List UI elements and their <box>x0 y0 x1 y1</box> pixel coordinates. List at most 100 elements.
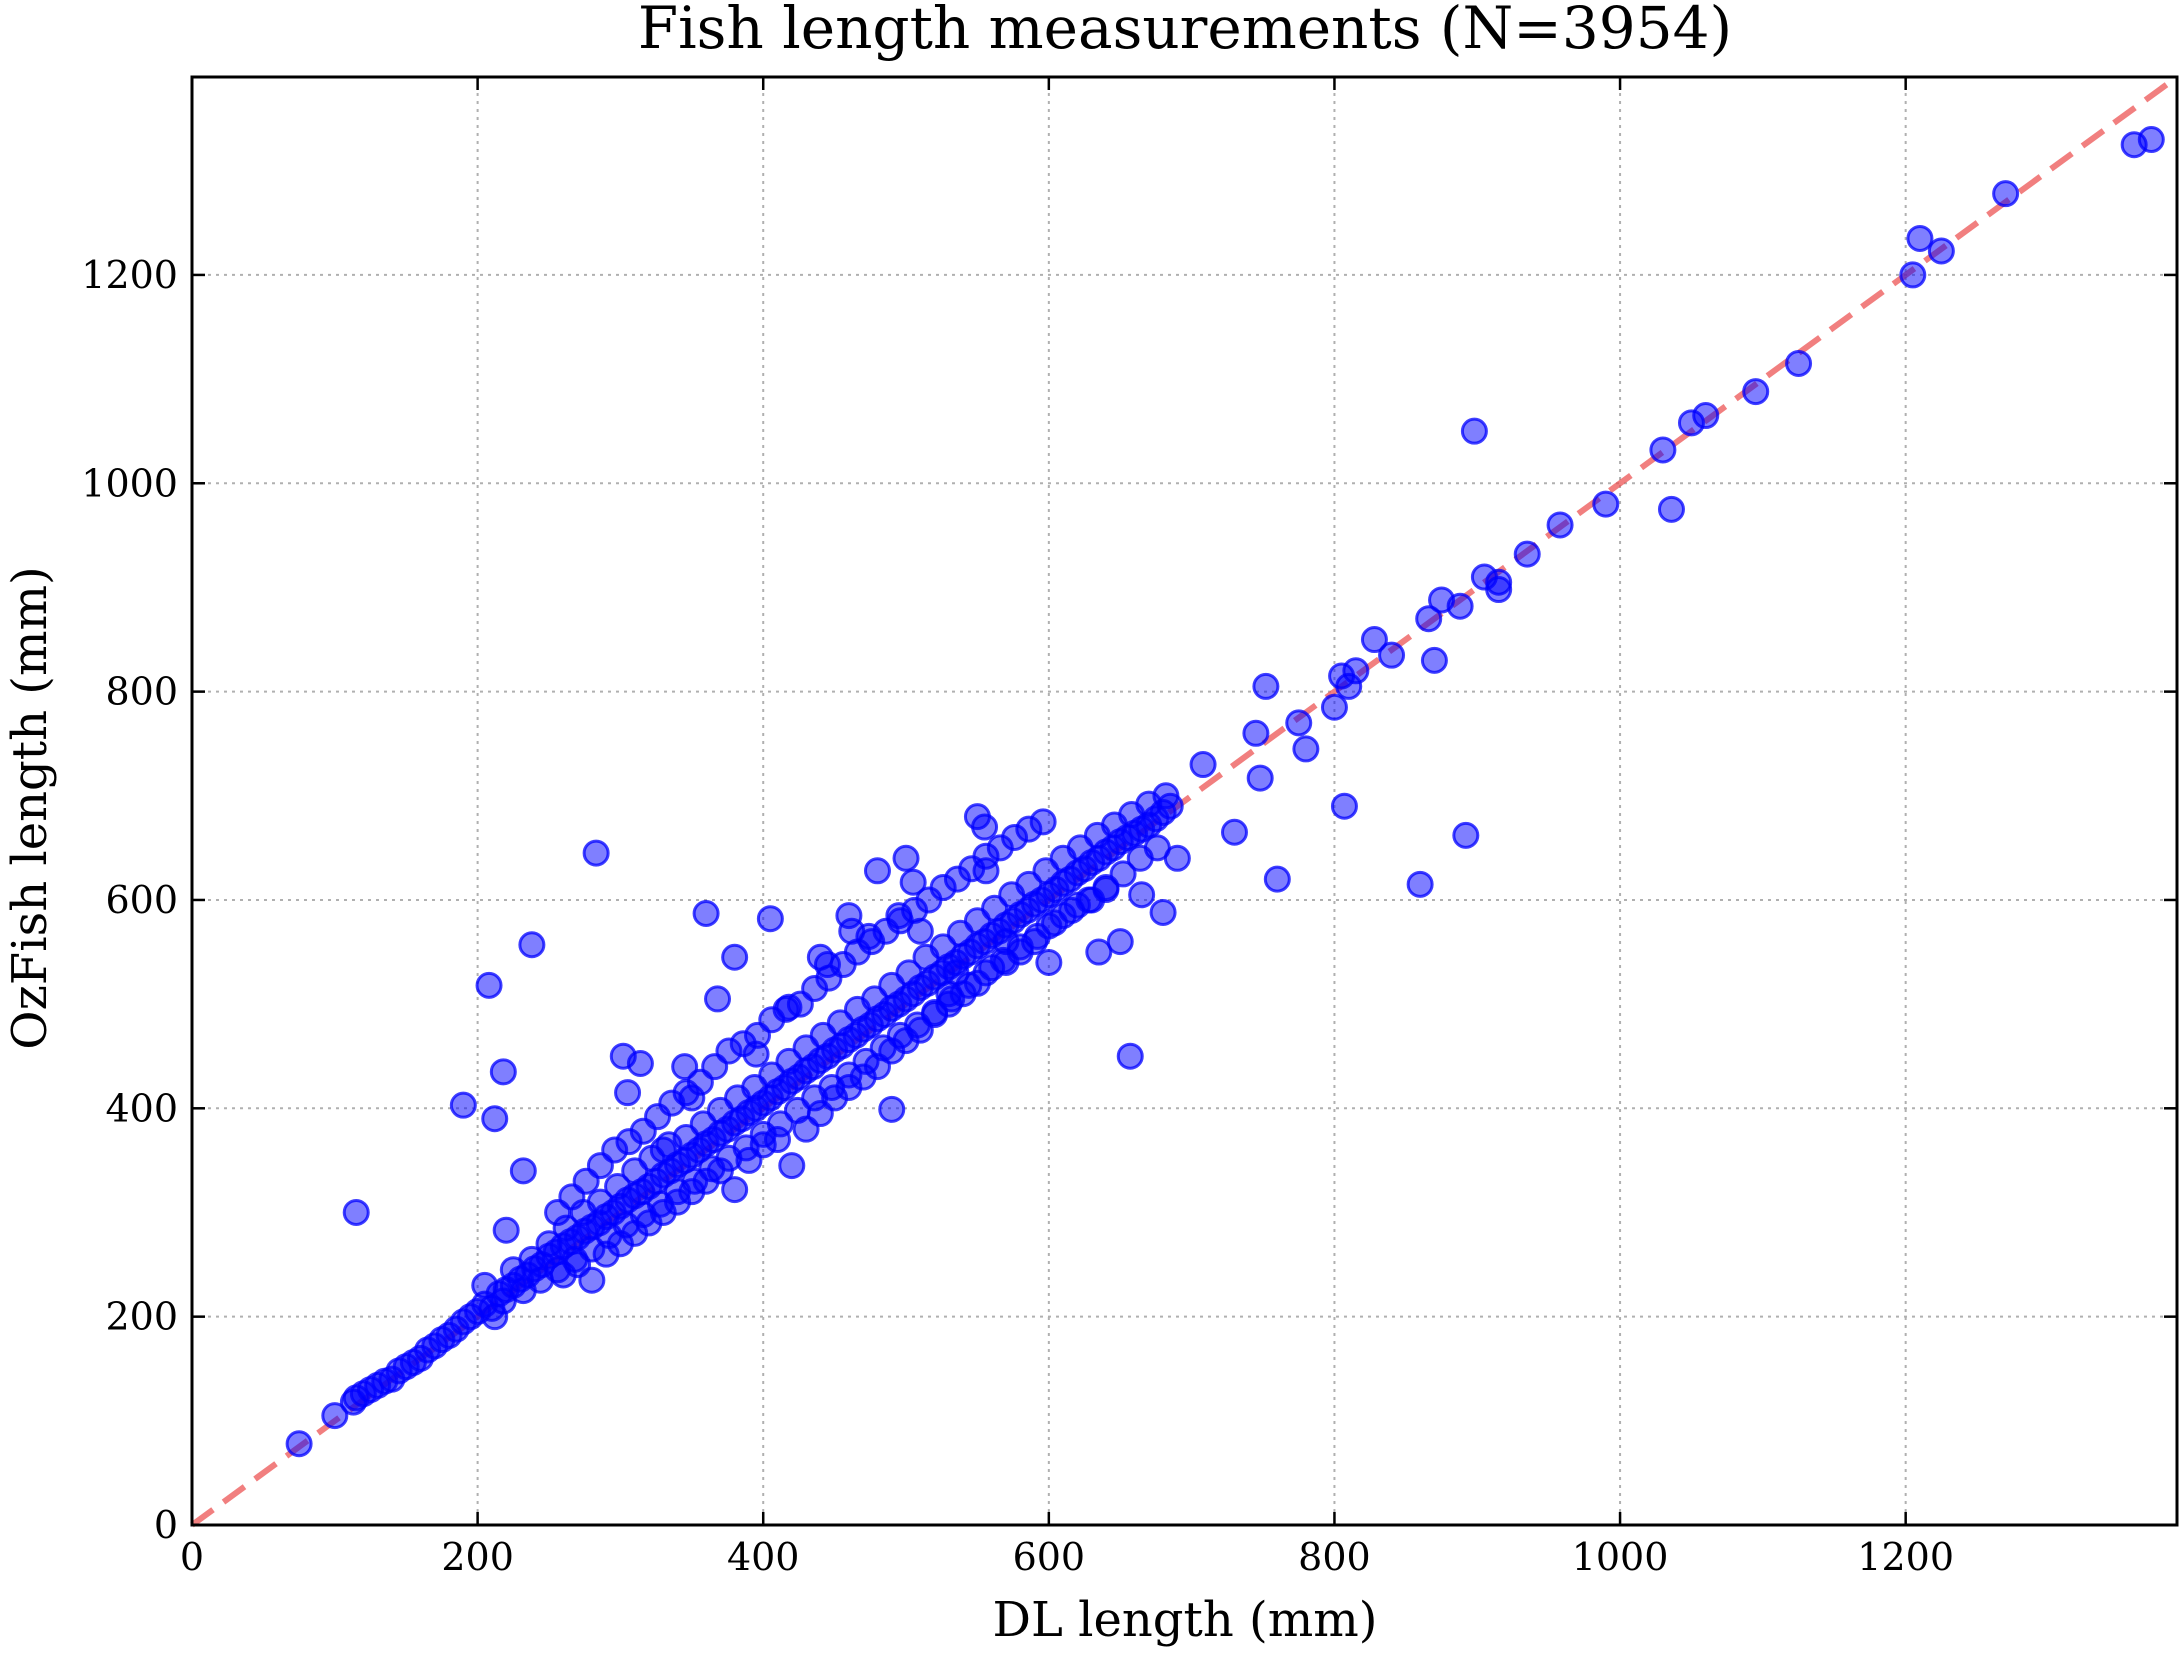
y-tick-label: 200 <box>105 1295 178 1339</box>
data-point <box>1899 261 1927 289</box>
data-point <box>649 1136 677 1164</box>
grid-lines <box>192 77 2177 1525</box>
data-point <box>1285 709 1313 737</box>
y-tick-label: 1200 <box>81 253 178 297</box>
x-tick-label: 1200 <box>1857 1535 1954 1579</box>
data-point <box>321 1402 349 1430</box>
data-points <box>285 126 2165 1458</box>
data-point <box>1927 237 1955 265</box>
data-point <box>1415 605 1443 633</box>
x-tick-label: 200 <box>441 1535 514 1579</box>
data-point <box>1109 860 1137 888</box>
plot-frame <box>190 75 2179 1527</box>
data-point <box>1330 792 1358 820</box>
data-point <box>518 931 546 959</box>
data-point <box>1220 818 1248 846</box>
data-point <box>1152 782 1180 810</box>
data-point <box>885 902 913 930</box>
data-point <box>1149 898 1177 926</box>
data-point <box>1446 592 1474 620</box>
data-point <box>863 857 891 885</box>
data-point <box>1692 402 1720 430</box>
data-point <box>1992 180 2020 208</box>
data-point <box>899 868 927 896</box>
data-point <box>1420 646 1448 674</box>
data-point <box>1035 948 1063 976</box>
data-point <box>614 1079 642 1107</box>
y-tick-label: 1000 <box>81 461 178 505</box>
data-point <box>721 1176 749 1204</box>
data-point <box>1263 865 1291 893</box>
y-axis-label: OzFish length (mm) <box>2 566 58 1049</box>
data-point <box>971 813 999 841</box>
data-point <box>1485 568 1513 596</box>
data-point <box>285 1430 313 1458</box>
data-point <box>1360 626 1388 654</box>
data-point <box>1906 224 1934 252</box>
data-point <box>1320 693 1348 721</box>
data-point <box>692 900 720 928</box>
data-point <box>475 971 503 999</box>
data-point <box>471 1271 499 1299</box>
data-point <box>626 1050 654 1078</box>
y-tick-label: 400 <box>105 1086 178 1130</box>
data-point <box>1742 378 1770 406</box>
data-point <box>1163 844 1191 872</box>
data-point <box>1657 495 1685 523</box>
data-point <box>892 844 920 872</box>
data-point <box>1452 821 1480 849</box>
y-tick-label: 800 <box>105 670 178 714</box>
x-tick-label: 800 <box>1298 1535 1371 1579</box>
data-point <box>1406 870 1434 898</box>
x-tick-label: 400 <box>727 1535 800 1579</box>
chart-title: Fish length measurements (N=3954) <box>638 0 1732 62</box>
x-tick-label: 600 <box>1013 1535 1086 1579</box>
x-axis-label: DL length (mm) <box>993 1592 1378 1648</box>
data-point <box>1029 808 1057 836</box>
data-point <box>721 943 749 971</box>
data-point <box>704 985 732 1013</box>
data-point <box>1513 540 1541 568</box>
data-point <box>778 1152 806 1180</box>
data-point <box>972 857 1000 885</box>
data-point <box>1189 751 1217 779</box>
data-point <box>992 928 1020 956</box>
axis-ticks <box>190 77 2177 1527</box>
data-point <box>1246 764 1274 792</box>
data-point <box>742 1040 770 1068</box>
data-point <box>1546 511 1574 539</box>
data-point <box>1106 928 1134 956</box>
data-point <box>586 1188 614 1216</box>
data-point <box>604 1172 632 1200</box>
data-point <box>1378 641 1406 669</box>
data-point <box>878 1095 906 1123</box>
data-point <box>1116 1042 1144 1070</box>
data-point <box>942 959 970 987</box>
data-point <box>1292 735 1320 763</box>
data-point <box>509 1157 537 1185</box>
data-point <box>706 1157 734 1185</box>
data-point <box>764 1126 792 1154</box>
data-point <box>678 1084 706 1112</box>
data-point <box>1460 417 1488 445</box>
data-point <box>342 1198 370 1226</box>
y-tick-label: 0 <box>154 1503 178 1547</box>
tick-labels: 0 200 400 600 800 1000 1200 0 200 400 600 800 1000 12… <box>81 253 1954 1579</box>
data-point <box>1128 881 1156 909</box>
data-point <box>1085 938 1113 966</box>
data-point <box>1592 490 1620 518</box>
data-point <box>813 951 841 979</box>
data-point <box>906 917 934 945</box>
data-point <box>535 1230 563 1258</box>
data-point <box>2137 126 2165 154</box>
data-point <box>492 1216 520 1244</box>
data-point <box>671 1053 699 1081</box>
x-tick-label: 1000 <box>1572 1535 1669 1579</box>
data-point <box>1785 349 1813 377</box>
data-point <box>895 959 923 987</box>
data-point <box>489 1058 517 1086</box>
data-point <box>775 993 803 1021</box>
data-point <box>1342 657 1370 685</box>
